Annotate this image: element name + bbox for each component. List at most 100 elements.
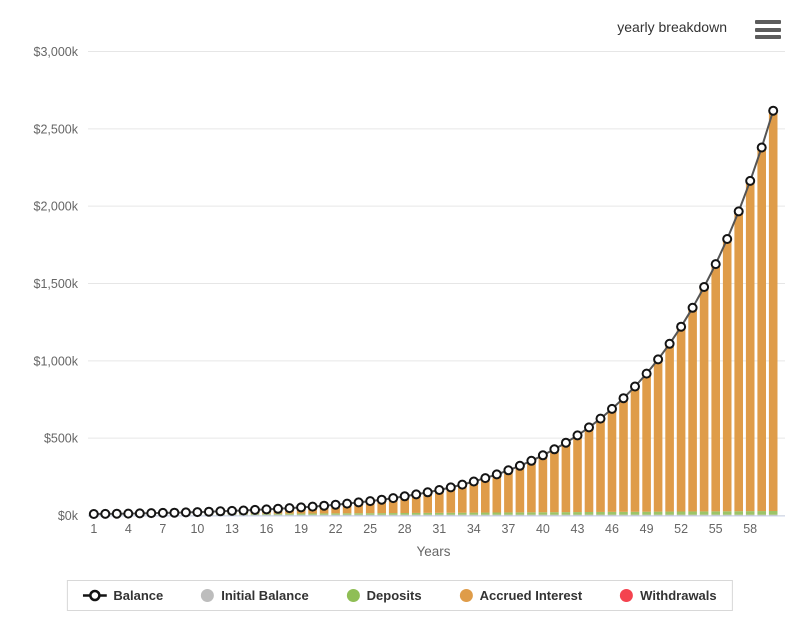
bar-accrued-interest-year-45[interactable] bbox=[596, 418, 605, 512]
bar-accrued-interest-year-38[interactable] bbox=[515, 465, 525, 513]
balance-marker-year-15[interactable] bbox=[250, 504, 260, 515]
balance-marker-year-42[interactable] bbox=[560, 437, 571, 448]
bar-initial-balance-year-54[interactable] bbox=[699, 514, 709, 516]
bar-initial-balance-year-23[interactable] bbox=[342, 514, 352, 516]
bar-accrued-interest-year-49[interactable] bbox=[642, 373, 651, 512]
bar-accrued-interest-year-31[interactable] bbox=[435, 489, 444, 513]
bar-accrued-interest-year-26[interactable] bbox=[377, 499, 386, 514]
bar-deposits-year-18[interactable] bbox=[285, 513, 294, 515]
bar-accrued-interest-year-60[interactable] bbox=[768, 110, 778, 512]
bar-initial-balance-year-44[interactable] bbox=[584, 514, 594, 516]
bar-accrued-interest-year-29[interactable] bbox=[411, 494, 421, 513]
balance-marker-year-1[interactable] bbox=[88, 509, 99, 519]
bar-deposits-year-43[interactable] bbox=[573, 512, 582, 515]
balance-marker-year-41[interactable] bbox=[549, 444, 560, 455]
balance-marker-year-17[interactable] bbox=[273, 503, 283, 514]
balance-marker-year-45[interactable] bbox=[595, 413, 606, 424]
bar-accrued-interest-year-50[interactable] bbox=[653, 359, 663, 512]
balance-marker-year-19[interactable] bbox=[296, 502, 307, 513]
bar-accrued-interest-year-53[interactable] bbox=[688, 307, 697, 512]
bar-initial-balance-year-24[interactable] bbox=[354, 514, 363, 516]
bar-deposits-year-23[interactable] bbox=[342, 513, 352, 515]
bar-deposits-year-46[interactable] bbox=[607, 511, 617, 515]
bar-deposits-year-44[interactable] bbox=[584, 512, 594, 515]
balance-marker-year-47[interactable] bbox=[618, 393, 629, 404]
bar-accrued-interest-year-40[interactable] bbox=[538, 455, 548, 513]
bar-initial-balance-year-19[interactable] bbox=[296, 514, 306, 516]
balance-marker-year-54[interactable] bbox=[699, 282, 710, 292]
bar-accrued-interest-year-24[interactable] bbox=[354, 502, 363, 514]
balance-marker-year-50[interactable] bbox=[653, 354, 664, 365]
bar-initial-balance-year-43[interactable] bbox=[573, 514, 582, 516]
bar-initial-balance-year-17[interactable] bbox=[273, 514, 283, 516]
balance-marker-year-10[interactable] bbox=[192, 507, 203, 518]
balance-marker-year-34[interactable] bbox=[468, 476, 479, 487]
bar-initial-balance-year-57[interactable] bbox=[734, 514, 743, 516]
bar-deposits-year-52[interactable] bbox=[676, 511, 686, 515]
bar-deposits-year-25[interactable] bbox=[365, 513, 375, 515]
bar-deposits-year-40[interactable] bbox=[538, 512, 548, 515]
bar-accrued-interest-year-33[interactable] bbox=[458, 484, 467, 513]
balance-marker-year-37[interactable] bbox=[503, 465, 514, 476]
balance-marker-year-48[interactable] bbox=[630, 381, 640, 392]
balance-marker-year-21[interactable] bbox=[319, 500, 330, 511]
bar-initial-balance-year-58[interactable] bbox=[745, 514, 755, 516]
balance-marker-year-57[interactable] bbox=[733, 206, 744, 217]
bar-accrued-interest-year-30[interactable] bbox=[423, 492, 432, 513]
balance-marker-year-60[interactable] bbox=[768, 105, 779, 116]
bar-accrued-interest-year-57[interactable] bbox=[734, 211, 743, 512]
balance-marker-year-24[interactable] bbox=[353, 497, 364, 508]
balance-marker-year-35[interactable] bbox=[480, 473, 491, 484]
bar-accrued-interest-year-56[interactable] bbox=[722, 239, 732, 512]
legend-item-initial-balance[interactable]: Initial Balance bbox=[201, 588, 309, 603]
balance-marker-year-3[interactable] bbox=[111, 508, 122, 519]
bar-initial-balance-year-30[interactable] bbox=[423, 514, 432, 516]
bar-deposits-year-34[interactable] bbox=[469, 512, 479, 515]
bar-accrued-interest-year-27[interactable] bbox=[388, 498, 398, 514]
bar-accrued-interest-year-34[interactable] bbox=[469, 481, 479, 513]
bar-accrued-interest-year-42[interactable] bbox=[561, 442, 571, 513]
bar-initial-balance-year-48[interactable] bbox=[630, 514, 640, 516]
bar-accrued-interest-year-28[interactable] bbox=[400, 496, 409, 513]
balance-marker-year-22[interactable] bbox=[330, 499, 341, 510]
balance-marker-year-4[interactable] bbox=[123, 508, 134, 519]
bar-initial-balance-year-18[interactable] bbox=[285, 514, 294, 516]
bar-initial-balance-year-49[interactable] bbox=[642, 514, 651, 516]
bar-deposits-year-59[interactable] bbox=[757, 511, 766, 515]
bar-initial-balance-year-15[interactable] bbox=[250, 514, 260, 516]
bar-accrued-interest-year-52[interactable] bbox=[676, 326, 686, 512]
bar-deposits-year-36[interactable] bbox=[492, 512, 502, 515]
bar-initial-balance-year-31[interactable] bbox=[435, 514, 444, 516]
bar-initial-balance-year-34[interactable] bbox=[469, 514, 479, 516]
bar-initial-balance-year-33[interactable] bbox=[458, 514, 467, 516]
legend-item-deposits[interactable]: Deposits bbox=[346, 588, 422, 603]
bar-accrued-interest-year-36[interactable] bbox=[492, 474, 502, 513]
bar-deposits-year-60[interactable] bbox=[768, 511, 778, 515]
balance-marker-year-8[interactable] bbox=[169, 507, 180, 518]
bar-initial-balance-year-41[interactable] bbox=[550, 514, 559, 516]
bar-initial-balance-year-21[interactable] bbox=[319, 514, 329, 516]
bar-accrued-interest-year-54[interactable] bbox=[699, 287, 709, 512]
balance-marker-year-56[interactable] bbox=[722, 234, 733, 244]
bar-deposits-year-17[interactable] bbox=[273, 513, 283, 515]
bar-deposits-year-38[interactable] bbox=[515, 512, 525, 515]
bar-deposits-year-35[interactable] bbox=[481, 512, 490, 515]
bar-accrued-interest-year-44[interactable] bbox=[584, 427, 594, 512]
bar-deposits-year-31[interactable] bbox=[435, 512, 444, 515]
bar-initial-balance-year-40[interactable] bbox=[538, 514, 548, 516]
balance-marker-year-43[interactable] bbox=[572, 430, 583, 441]
bar-initial-balance-year-50[interactable] bbox=[653, 514, 663, 516]
balance-marker-year-27[interactable] bbox=[388, 493, 399, 504]
balance-marker-year-52[interactable] bbox=[676, 321, 687, 332]
balance-marker-year-30[interactable] bbox=[422, 487, 433, 498]
balance-marker-year-23[interactable] bbox=[342, 498, 353, 509]
bar-deposits-year-41[interactable] bbox=[550, 512, 559, 515]
bar-initial-balance-year-35[interactable] bbox=[481, 514, 490, 516]
balance-marker-year-51[interactable] bbox=[664, 338, 675, 349]
bar-accrued-interest-year-46[interactable] bbox=[607, 408, 617, 512]
bar-deposits-year-24[interactable] bbox=[354, 513, 363, 515]
bar-initial-balance-year-46[interactable] bbox=[607, 514, 617, 516]
legend-item-accrued-interest[interactable]: Accrued Interest bbox=[459, 588, 582, 603]
bar-accrued-interest-year-37[interactable] bbox=[504, 470, 513, 513]
legend-item-withdrawals[interactable]: Withdrawals bbox=[620, 588, 717, 603]
